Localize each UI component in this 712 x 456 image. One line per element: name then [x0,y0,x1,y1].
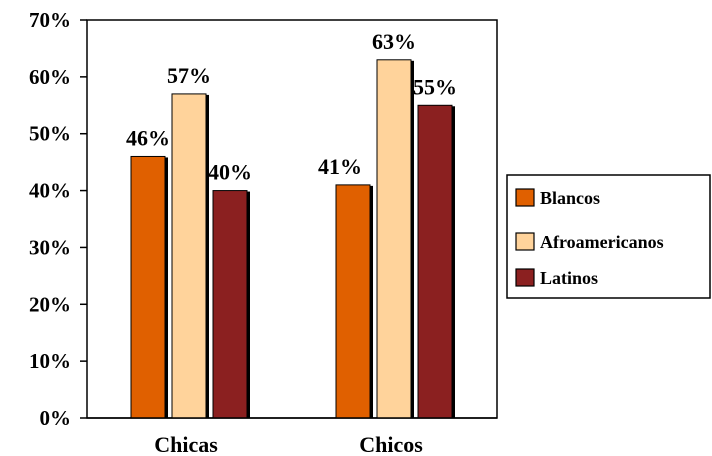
bar-latinos-chicas [212,190,248,419]
data-label: 41% [318,154,362,179]
x-axis: Chicas Chicos [87,417,497,456]
y-tick-label: 70% [29,8,71,32]
data-label: 55% [413,74,457,99]
bar-blancos-chicas [130,155,166,419]
legend-frame [506,174,711,299]
bar-blancos-chicos [335,184,371,419]
legend-label-afroamericanos: Afroamericanos [540,232,664,252]
legend-swatch-afroamericanos [515,232,535,251]
x-category-label: Chicas [154,432,218,456]
data-labels-group: 46% 41% 57% 63% 40% 55% [126,29,457,185]
bars-group [130,59,455,419]
legend-label-latinos: Latinos [540,268,598,288]
data-label: 57% [167,63,211,88]
y-tick-label: 30% [29,235,71,259]
y-axis: 0% 10% 20% 30% 40% 50% 60% 70% [29,8,87,430]
y-tick-label: 60% [29,65,71,89]
bar-afroamericanos-chicas [171,93,207,419]
data-label: 63% [372,29,416,54]
y-tick-label: 0% [40,406,72,430]
y-tick-label: 50% [29,122,71,146]
bar-afroamericanos-chicos [376,59,412,419]
data-label: 46% [126,125,170,150]
x-category-label: Chicos [359,432,423,456]
legend: Blancos Afroamericanos Latinos [506,174,711,299]
legend-swatch-blancos [515,188,535,207]
y-tick-label: 10% [29,349,71,373]
data-label: 40% [208,160,252,185]
y-tick-label: 40% [29,179,71,203]
legend-swatch-latinos [515,268,535,287]
legend-label-blancos: Blancos [540,188,600,208]
y-tick-label: 20% [29,292,71,316]
bar-latinos-chicos [417,104,453,419]
